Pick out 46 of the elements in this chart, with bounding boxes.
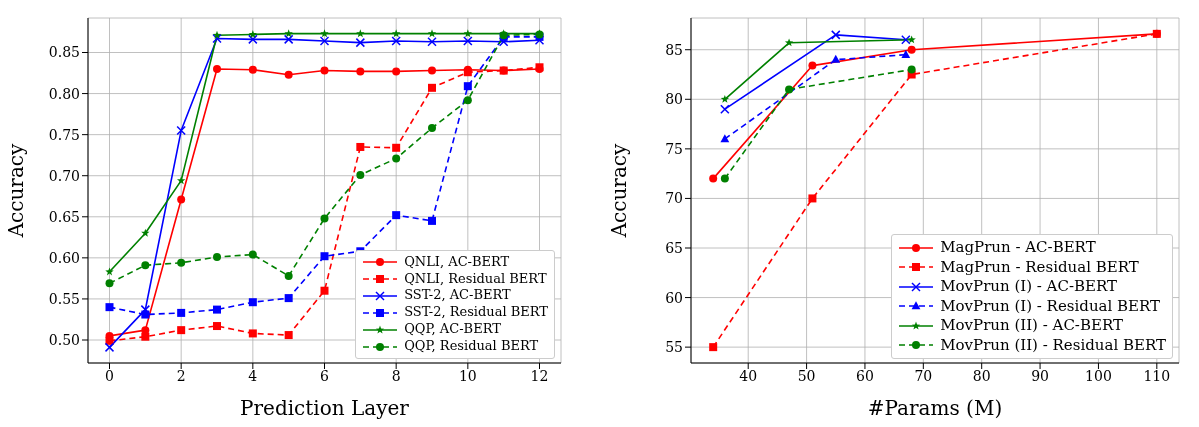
x-tick-label: 90 (1031, 367, 1049, 384)
legend-label: QQP, AC-BERT (404, 321, 501, 339)
x-tick-label: 40 (739, 367, 758, 384)
x-tick-label: 10 (458, 367, 477, 384)
x-axis-title: Prediction Layer (240, 396, 410, 420)
legend-label: QNLI, AC-BERT (404, 253, 510, 271)
y-tick-label: 55 (665, 339, 683, 356)
y-tick-label: 0.65 (48, 208, 80, 225)
legend-label: MagPrun - AC-BERT (940, 238, 1096, 258)
legend-label: MovPrun (I) - AC-BERT (940, 277, 1118, 297)
y-tick-label: 0.75 (48, 126, 80, 143)
y-tick-label: 0.85 (48, 44, 80, 61)
legend-label: MovPrun (I) - Residual BERT (940, 296, 1161, 316)
y-tick-label: 60 (665, 289, 683, 306)
x-tick-label: 2 (176, 367, 186, 384)
x-tick-label: 0 (105, 367, 114, 384)
y-tick-label: 85 (665, 41, 683, 58)
y-axis-title: Accuracy (607, 142, 632, 239)
x-tick-label: 100 (1085, 367, 1112, 384)
legend-label: SST-2, AC-BERT (404, 287, 511, 305)
x-tick-label: 12 (530, 367, 549, 384)
x-tick-label: 70 (914, 367, 933, 384)
legend-label: MagPrun - Residual BERT (940, 257, 1139, 277)
legend-label: MovPrun (II) - Residual BERT (940, 335, 1166, 355)
y-tick-label: 0.55 (48, 290, 80, 307)
y-axis-title: Accuracy (4, 142, 29, 239)
y-tick-label: 80 (665, 91, 683, 108)
y-tick-label: 65 (665, 239, 683, 256)
legend-label: QNLI, Residual BERT (404, 270, 547, 288)
x-tick-label: 8 (391, 367, 401, 384)
y-tick-label: 0.50 (48, 331, 80, 348)
x-tick-label: 110 (1143, 367, 1171, 384)
y-tick-label: 0.70 (48, 167, 80, 184)
legend-label: QQP, Residual BERT (404, 338, 539, 355)
x-tick-label: 4 (248, 367, 258, 384)
y-tick-label: 70 (665, 190, 683, 207)
x-tick-label: 80 (972, 367, 991, 384)
y-tick-label: 0.80 (48, 85, 80, 102)
x-axis-title: #Params (M) (867, 396, 1003, 420)
y-tick-label: 0.60 (48, 249, 80, 266)
x-tick-label: 60 (856, 367, 874, 384)
legend-label: MovPrun (II) - AC-BERT (940, 316, 1123, 336)
x-tick-label: 6 (320, 367, 330, 384)
y-tick-label: 75 (665, 140, 683, 157)
x-tick-label: 50 (797, 367, 816, 384)
legend-label: SST-2, Residual BERT (404, 304, 548, 322)
